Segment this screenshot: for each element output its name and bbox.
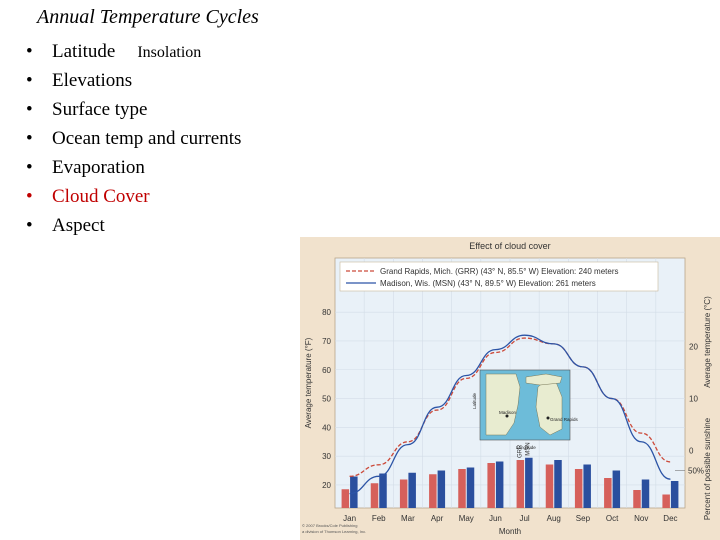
sunshine-bar	[633, 490, 641, 508]
bullet-marker: •	[26, 70, 33, 91]
sunshine-bar	[495, 461, 504, 508]
cloud-cover-figure: Effect of cloud cover GRR MSN Latitude Ma…	[300, 237, 720, 540]
sunshine-bar	[516, 460, 525, 508]
y-tick-label-f: 70	[322, 337, 331, 346]
sunshine-bar	[466, 467, 475, 508]
sunshine-bar	[350, 476, 358, 508]
x-tick-label: Jan	[343, 514, 356, 523]
sunshine-bar	[583, 464, 591, 508]
x-tick-label: Nov	[634, 514, 648, 523]
bullet-label: Latitude	[52, 41, 116, 62]
sunshine-bar	[399, 479, 408, 508]
axis-labels: 20 30 40 50 60 70 80 0 10 20 50% Jan Feb Mar Apr May Jun…	[322, 308, 704, 523]
bullet-marker: •	[26, 99, 33, 120]
bullet-label: Evaporation	[52, 157, 145, 178]
sunshine-bar	[487, 463, 495, 508]
y-tick-label-f: 60	[322, 366, 331, 375]
bullet-label: Ocean temp and currents	[52, 128, 242, 149]
legend-label-msn: Madison, Wis. (MSN) (43° N, 89.5° W) Ele…	[380, 279, 596, 288]
bullet-elevations: • Elevations	[26, 69, 241, 98]
sunshine-bar	[554, 460, 562, 508]
sunshine-bar	[408, 472, 416, 508]
bullet-label: Elevations	[52, 70, 133, 91]
credit-line-1: © 2007 Brooks/Cole Publishing	[302, 523, 357, 528]
y-tick-label-f: 40	[322, 423, 331, 432]
y-tick-label-f: 30	[322, 452, 331, 461]
x-tick-label: Feb	[372, 514, 386, 523]
sunshine-bar	[341, 489, 350, 508]
grid-lines	[335, 258, 685, 508]
bullet-surface-type: • Surface type	[26, 98, 241, 127]
x-tick-label: May	[459, 514, 474, 523]
x-tick-label: Apr	[431, 514, 444, 523]
sunshine-bar	[379, 473, 387, 508]
inset-longitude-label: Longitude	[516, 445, 536, 450]
legend-label-grr: Grand Rapids, Mich. (GRR) (43° N, 85.5° …	[380, 267, 618, 276]
credit-line-2: a division of Thomson Learning, Inc.	[302, 529, 366, 534]
x-tick-label: Dec	[663, 514, 677, 523]
bar-label-msn: MSN	[526, 442, 532, 455]
y-tick-label-c: 10	[689, 395, 698, 404]
bullet-label: Aspect	[52, 215, 105, 236]
temperature-lines	[349, 334, 671, 495]
y-axis-label-c: Average temperature (°C)	[703, 296, 712, 388]
sunshine-bar	[662, 494, 670, 508]
bullet-label: Cloud Cover	[52, 186, 150, 207]
bullet-evaporation: • Evaporation	[26, 156, 241, 185]
bullet-latitude: • Latitude Insolation	[26, 40, 241, 69]
inset-map: Latitude Madison Grand Rapids Longitude	[472, 369, 579, 450]
sunshine-bars: GRR MSN	[341, 442, 685, 508]
y-tick-label-c: 0	[689, 446, 694, 455]
bullet-extra-insolation: Insolation	[137, 44, 202, 61]
inset-madison-label: Madison	[499, 410, 517, 415]
bullet-aspect: • Aspect	[26, 214, 241, 243]
series-line-msn	[349, 334, 671, 495]
series-line-grr	[349, 337, 671, 477]
sunshine-bar	[612, 470, 621, 508]
x-tick-label: Mar	[401, 514, 415, 523]
sunshine-bar	[545, 464, 554, 508]
y-axis-label-f: Average temperature (°F)	[304, 337, 313, 428]
x-tick-label: Oct	[606, 514, 619, 523]
sunshine-bar	[429, 474, 437, 508]
bullet-cloud-cover: • Cloud Cover	[26, 185, 241, 214]
inset-latitude-label: Latitude	[472, 392, 477, 409]
sunshine-bar	[574, 469, 583, 508]
bullet-list: • Latitude Insolation • Elevations • Surface…	[26, 40, 241, 243]
chart-title: Effect of cloud cover	[469, 241, 550, 251]
sunshine-bar	[641, 479, 650, 508]
bar-label-grr: GRR	[518, 444, 524, 458]
bullet-marker: •	[26, 186, 33, 207]
bullet-ocean-temp: • Ocean temp and currents	[26, 127, 241, 156]
x-tick-label: Aug	[547, 514, 561, 523]
bullet-marker: •	[26, 215, 33, 236]
x-tick-label: Sep	[576, 514, 591, 523]
inset-grand-rapids-label: Grand Rapids	[550, 417, 579, 422]
sunshine-bar	[604, 478, 612, 508]
bullet-marker: •	[26, 128, 33, 149]
y-tick-label-f: 20	[322, 481, 331, 490]
sunshine-bar	[370, 483, 379, 508]
chart-legend: Grand Rapids, Mich. (GRR) (43° N, 85.5° …	[339, 261, 659, 292]
y-tick-label-f: 80	[322, 308, 331, 317]
y-axis-label-sunshine: Percent of possible sunshine	[703, 417, 712, 520]
slide-title: Annual Temperature Cycles	[37, 6, 259, 28]
x-tick-label: Jun	[489, 514, 502, 523]
x-axis-label: Month	[499, 527, 521, 536]
bullet-label: Surface type	[52, 99, 148, 120]
temperature-chart: Effect of cloud cover GRR MSN Latitude Ma…	[302, 241, 712, 536]
sunshine-tick-label: 50%	[688, 467, 704, 476]
y-tick-label-f: 50	[322, 395, 331, 404]
sunshine-bar	[525, 457, 533, 508]
bullet-marker: •	[26, 157, 33, 178]
sunshine-bar	[670, 481, 679, 508]
x-tick-label: Jul	[519, 514, 529, 523]
sunshine-bar	[458, 469, 466, 508]
y-tick-label-c: 20	[689, 343, 698, 352]
sunshine-bar	[437, 470, 446, 508]
bullet-marker: •	[26, 41, 33, 62]
